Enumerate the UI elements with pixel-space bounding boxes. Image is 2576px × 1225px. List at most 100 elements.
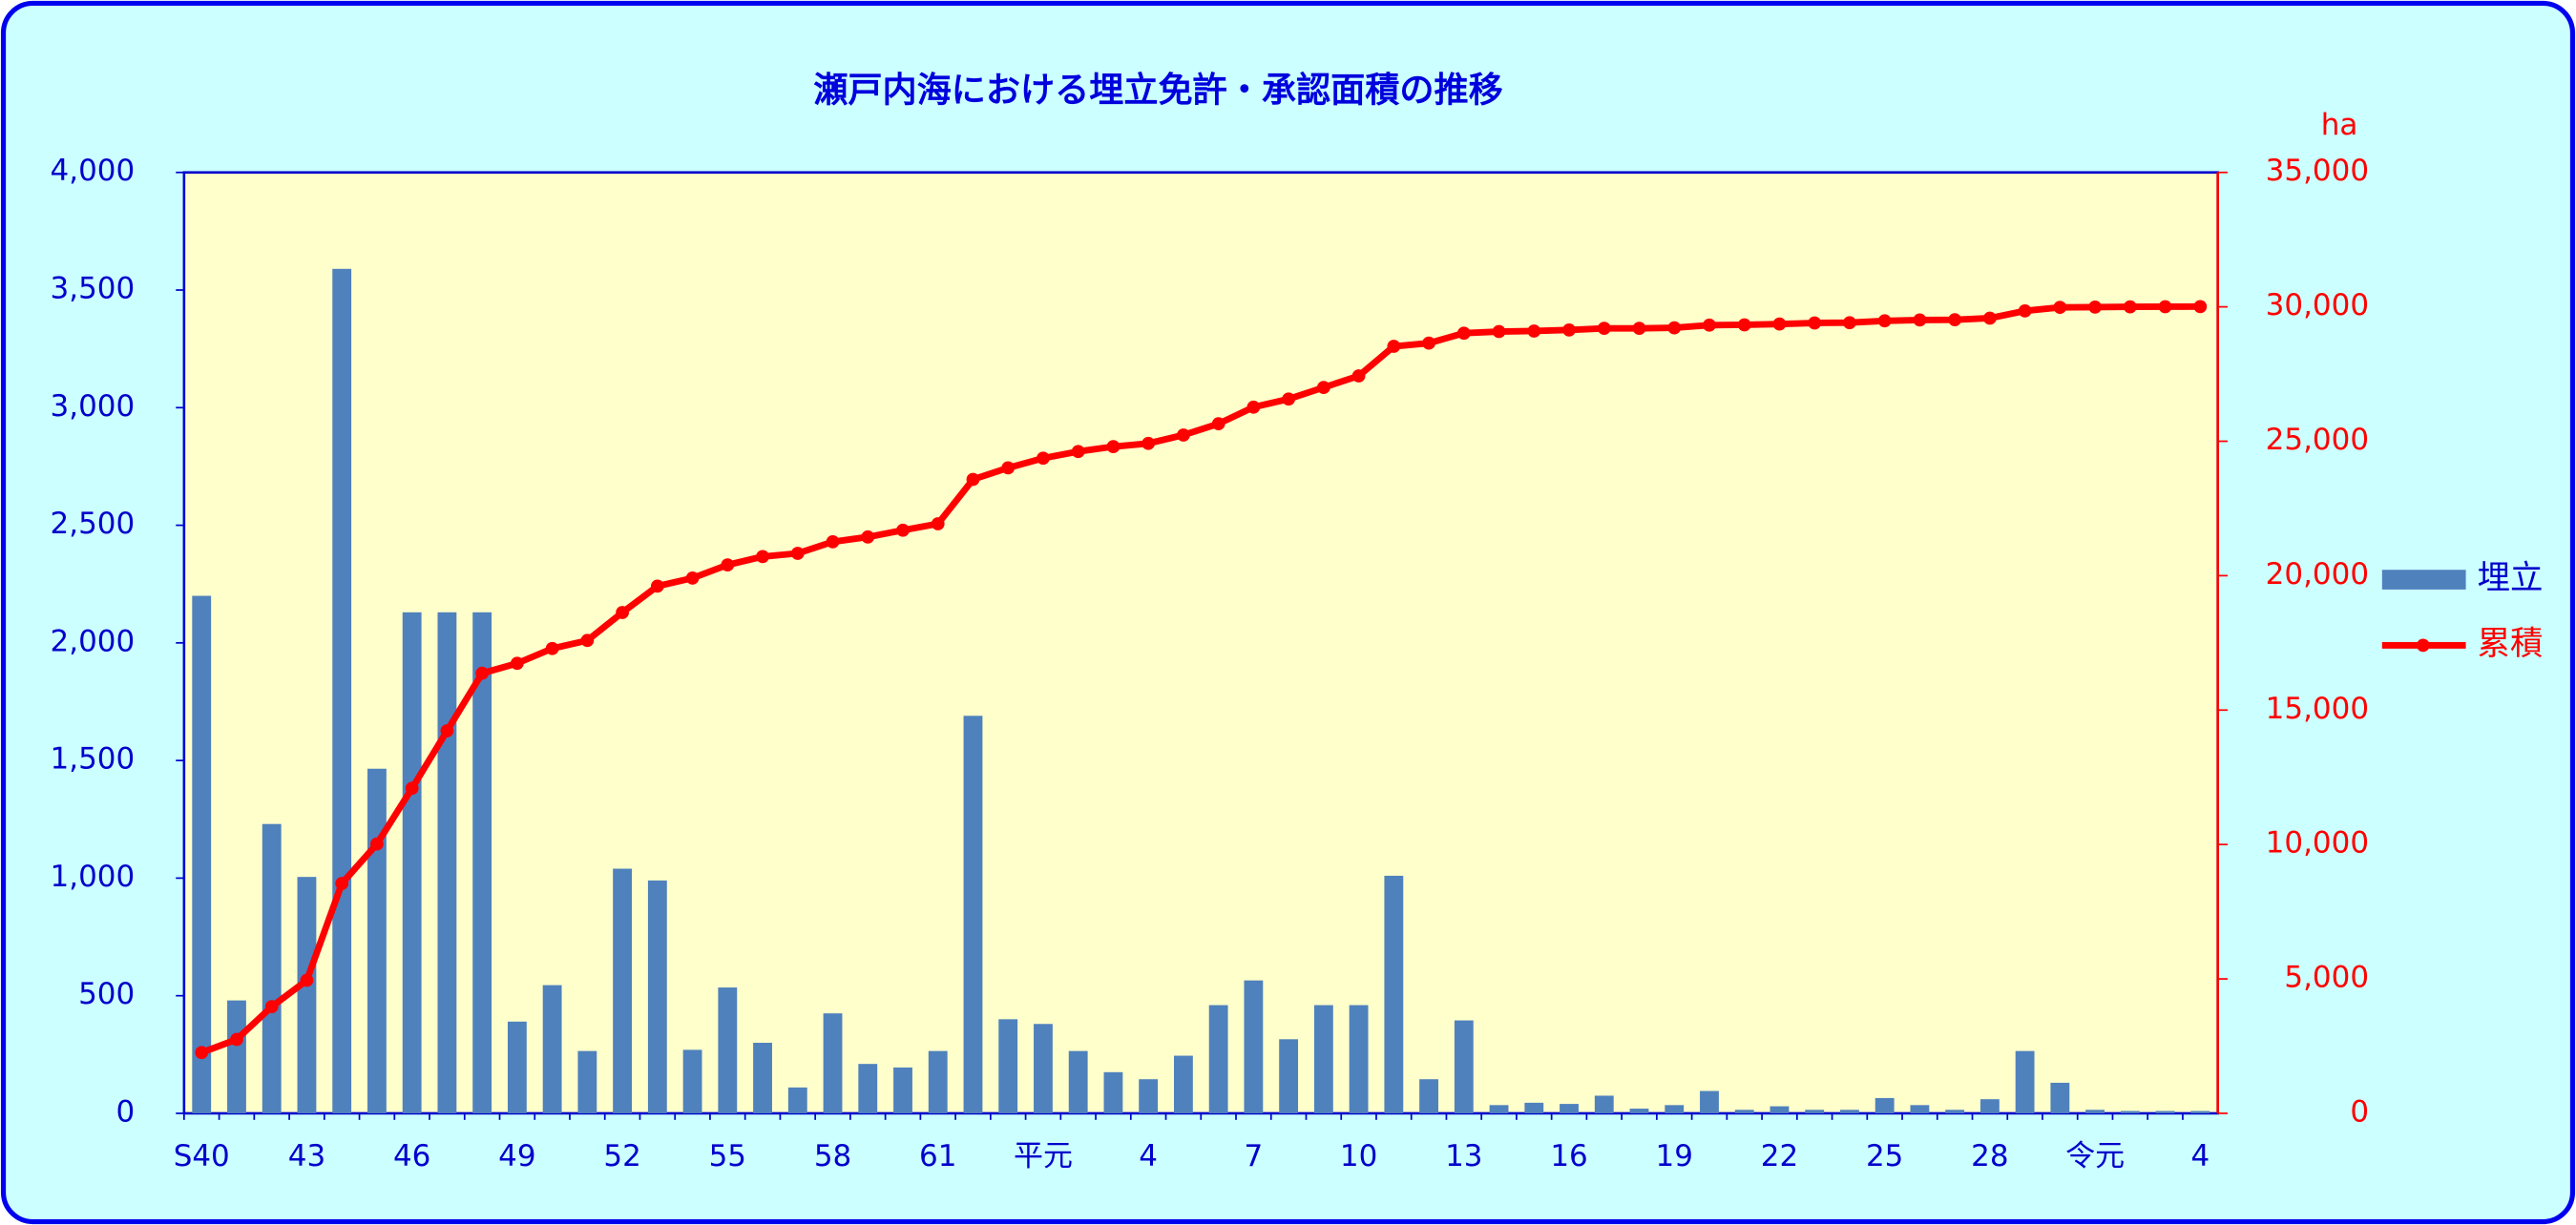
bar (1945, 1110, 1965, 1113)
bar (297, 877, 317, 1113)
x-tick-label: 52 (603, 1139, 640, 1173)
line-marker (1351, 369, 1366, 383)
line-marker (1177, 428, 1190, 442)
bar (823, 1013, 843, 1113)
bar (1244, 980, 1264, 1113)
line-marker (1106, 440, 1120, 454)
bar (192, 595, 212, 1113)
bar (1279, 1039, 1299, 1113)
line-marker (1211, 417, 1225, 431)
line-marker (440, 724, 454, 737)
bar (928, 1050, 948, 1113)
x-tick-label: 22 (1761, 1139, 1798, 1173)
y-tick-label: 0 (116, 1094, 136, 1129)
line-marker (1703, 318, 1716, 332)
bar (1034, 1024, 1053, 1113)
y2-tick-label: 15,000 (2266, 692, 2369, 726)
line-marker (1948, 313, 1962, 327)
line-marker (510, 656, 524, 671)
bar (542, 985, 562, 1113)
x-tick-label: 58 (814, 1139, 851, 1173)
line-marker (931, 517, 945, 530)
line-marker (2158, 300, 2172, 314)
line-marker (300, 973, 314, 987)
bar (1770, 1106, 1790, 1113)
bar (2015, 1050, 2035, 1113)
x-tick-label: 平元 (1014, 1139, 1073, 1173)
line-marker (896, 523, 910, 537)
plot-area (182, 171, 2219, 1115)
bar (1068, 1050, 1088, 1113)
bar (753, 1042, 772, 1113)
line-marker (1141, 436, 1156, 450)
bar (402, 612, 422, 1113)
x-tick-label: 4 (1139, 1139, 1158, 1173)
y2-tick-label: 25,000 (2266, 423, 2369, 457)
line-marker (1037, 451, 1050, 466)
x-tick-label: 61 (919, 1139, 956, 1173)
line-marker (756, 550, 769, 564)
x-tick-label: 10 (1340, 1139, 1377, 1173)
y-tick-label: 2,000 (51, 624, 136, 658)
bar (893, 1067, 912, 1113)
x-tick-label: 13 (1445, 1139, 1482, 1173)
bar (1524, 1102, 1544, 1113)
bar (1139, 1079, 1159, 1113)
bar (2050, 1082, 2070, 1113)
bar (1594, 1095, 1614, 1113)
line-marker (2193, 300, 2208, 314)
legend-label: 埋立 (2478, 559, 2544, 597)
bar (1805, 1110, 1825, 1113)
line-marker (1282, 392, 1296, 406)
y-tick-label: 1,500 (51, 742, 136, 777)
line-marker (1808, 316, 1822, 330)
line-marker (2018, 303, 2032, 318)
y-tick-label: 4,000 (51, 154, 136, 188)
line-marker (195, 1046, 209, 1060)
line-marker (1387, 340, 1401, 353)
x-tick-label: 25 (1866, 1139, 1903, 1173)
legend-swatch (2381, 570, 2466, 590)
bar (1173, 1055, 1193, 1113)
x-tick-label: 19 (1656, 1139, 1693, 1173)
bar (1734, 1110, 1754, 1113)
x-tick-label: S40 (174, 1139, 230, 1173)
bar (858, 1064, 878, 1113)
line-marker (1527, 324, 1541, 338)
x-tick-label: 49 (498, 1139, 535, 1173)
y-tick-label: 3,500 (51, 272, 136, 306)
bar (1840, 1110, 1859, 1113)
y2-tick-label: 20,000 (2266, 557, 2369, 592)
x-tick-label: 4 (2190, 1139, 2209, 1173)
bar (1384, 875, 1404, 1113)
line-marker (230, 1032, 243, 1047)
y2-tick-label: 5,000 (2284, 961, 2369, 995)
line-marker (335, 877, 349, 890)
y-tick-label: 2,500 (51, 507, 136, 541)
line-marker (721, 558, 735, 572)
bar (2155, 1111, 2175, 1113)
bar (718, 987, 738, 1113)
bar (2190, 1111, 2210, 1113)
bar (1874, 1097, 1895, 1113)
bar (472, 612, 492, 1113)
y2-tick-label: 10,000 (2266, 826, 2369, 861)
x-tick-label: 55 (709, 1139, 746, 1173)
line-marker (1422, 336, 1435, 350)
line-marker (616, 606, 629, 619)
line-marker (370, 837, 384, 851)
line-marker (580, 633, 595, 648)
bar (227, 1000, 246, 1113)
x-tick-label: 令元 (2065, 1139, 2125, 1173)
line-marker (2053, 301, 2067, 315)
line-marker (264, 1000, 279, 1013)
line-marker (1597, 322, 1611, 336)
y-tick-label: 3,000 (51, 389, 136, 424)
bar (332, 268, 352, 1113)
bar (2120, 1111, 2140, 1113)
line-marker (685, 571, 700, 585)
bar (1910, 1105, 1930, 1113)
bar (1313, 1005, 1333, 1113)
line-marker (1983, 311, 1997, 325)
